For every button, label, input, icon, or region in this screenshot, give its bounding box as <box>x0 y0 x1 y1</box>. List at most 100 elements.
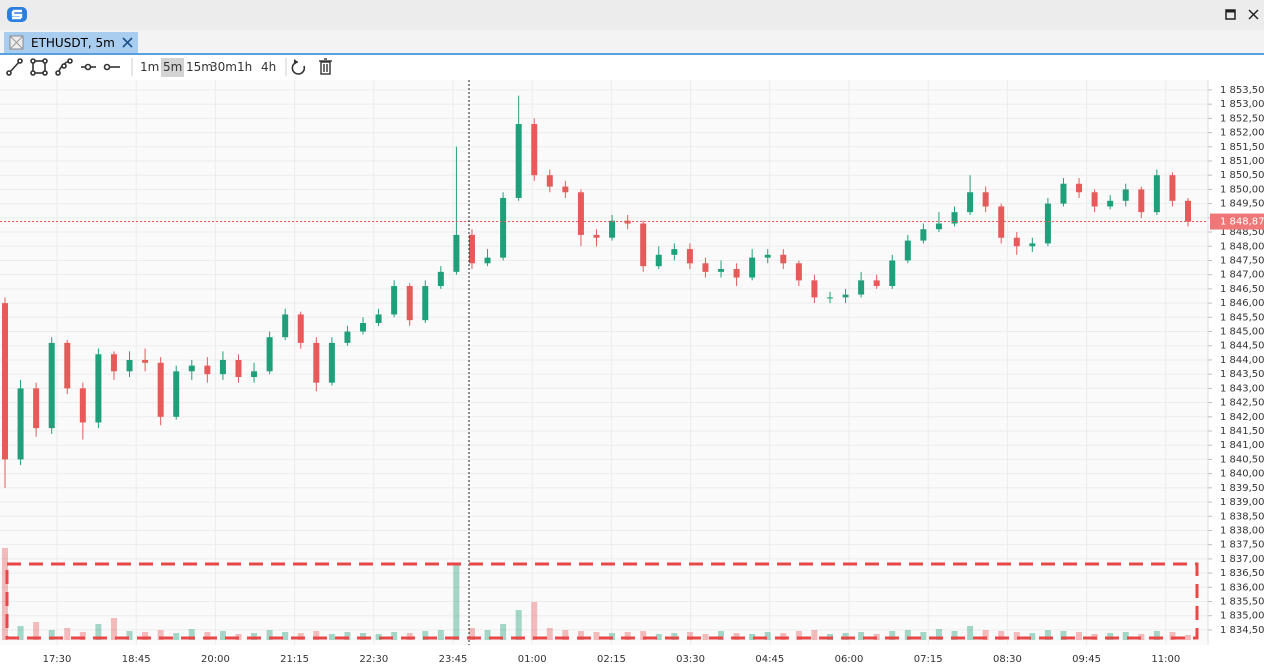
x-tick-label: 01:00 <box>518 654 547 665</box>
volume-bar <box>344 632 351 640</box>
y-tick-label: 1 841,00 <box>1220 440 1264 451</box>
delete-button[interactable] <box>319 58 332 75</box>
x-tick-label: 02:15 <box>597 654 626 665</box>
candle-body <box>79 388 86 423</box>
tab-close[interactable] <box>122 37 134 49</box>
candle-body <box>95 354 102 423</box>
candle-body <box>110 354 117 372</box>
last-price-badge <box>1210 213 1264 230</box>
candle-body <box>1138 189 1145 213</box>
y-tick-label: 1 851,00 <box>1220 156 1264 167</box>
ray-tool[interactable] <box>103 63 120 71</box>
volume-bar <box>811 630 818 640</box>
volume-bar <box>95 624 102 640</box>
candle-body <box>795 263 802 281</box>
volume-bar <box>1044 630 1051 640</box>
maximize-button[interactable] <box>1224 8 1238 22</box>
volume-bar <box>17 626 24 640</box>
x-tick-label: 04:45 <box>755 654 784 665</box>
volume-bar <box>48 630 55 640</box>
candle-body <box>1044 203 1051 244</box>
y-tick-label: 1 851,50 <box>1220 142 1264 153</box>
volume-bar <box>562 630 569 640</box>
candle-body <box>811 280 818 298</box>
refresh-button[interactable] <box>291 59 306 75</box>
y-tick-label: 1 843,50 <box>1220 369 1264 380</box>
candle-body <box>360 322 367 332</box>
timeframe-button[interactable]: 1m <box>140 60 160 74</box>
volume-bar <box>718 631 725 640</box>
timeframe-button[interactable]: 15m <box>186 60 213 74</box>
volume-bar <box>702 634 709 640</box>
volume-bar <box>375 634 382 640</box>
volume-bar <box>126 631 133 640</box>
rectangle-tool[interactable] <box>30 58 48 76</box>
volume-bar <box>577 631 584 640</box>
segment-tool[interactable] <box>81 63 96 71</box>
x-tick-label: 20:00 <box>201 654 230 665</box>
volume-bar <box>110 618 117 640</box>
y-tick-label: 1 836,00 <box>1220 582 1264 593</box>
candle-body <box>702 263 709 272</box>
volume-bar <box>764 632 771 640</box>
close-window-button[interactable] <box>1247 8 1261 22</box>
candle-body <box>1153 175 1160 213</box>
line-tool[interactable] <box>6 58 23 76</box>
candle-body <box>562 186 569 193</box>
candle-body <box>1169 175 1176 201</box>
candle-body <box>1060 183 1067 204</box>
x-tick-label: 17:30 <box>43 654 72 665</box>
volume-bar <box>640 631 647 640</box>
candle-body <box>157 362 164 417</box>
volume-bar <box>904 630 911 640</box>
x-tick-label: 07:15 <box>914 654 943 665</box>
volume-bar <box>1122 632 1129 640</box>
candle-body <box>515 124 522 198</box>
chart-tab[interactable]: ETHUSDT, 5m <box>4 32 138 53</box>
volume-bar <box>982 630 989 640</box>
candle-body <box>375 314 382 323</box>
y-tick-label: 1 836,50 <box>1220 568 1264 579</box>
x-tick-label: 08:30 <box>993 654 1022 665</box>
volume-bar <box>858 632 865 640</box>
candle-body <box>204 365 211 375</box>
candle-body <box>313 342 320 383</box>
volume-bar <box>1013 632 1020 640</box>
volume-bar <box>437 630 444 640</box>
candle-body <box>546 175 553 187</box>
candle-body <box>624 220 631 224</box>
volume-bar <box>500 624 507 640</box>
candle-body <box>733 268 740 278</box>
candle-body <box>453 234 460 272</box>
timeframe-button[interactable]: 4h <box>261 60 277 74</box>
timeframe-button[interactable]: 30m <box>210 60 237 74</box>
volume-bar <box>1076 632 1083 640</box>
volume-bar <box>967 626 974 640</box>
y-tick-label: 1 840,50 <box>1220 454 1264 465</box>
candle-body <box>577 192 584 235</box>
volume-bar <box>173 633 180 640</box>
curve-tool[interactable] <box>55 58 73 76</box>
y-tick-label: 1 852,00 <box>1220 128 1264 139</box>
candle-body <box>297 314 304 343</box>
x-tick-label: 23:45 <box>439 654 468 665</box>
candle-body <box>873 280 880 287</box>
candle-body <box>282 314 289 338</box>
volume-bar <box>1185 635 1191 640</box>
volume-bar <box>686 632 693 640</box>
candle-body <box>391 286 398 315</box>
y-tick-label: 1 839,00 <box>1220 497 1264 508</box>
y-tick-label: 1 850,50 <box>1220 170 1264 181</box>
timeframe-button[interactable]: 1h <box>237 60 253 74</box>
candle-body <box>142 359 149 363</box>
candle-body <box>531 124 538 176</box>
volume-bar <box>282 632 289 640</box>
plot-area <box>0 80 1208 645</box>
volume-bar <box>422 631 429 640</box>
volume-bar <box>749 634 756 640</box>
volume-bar <box>531 602 538 640</box>
timeframe-button[interactable]: 5m <box>161 58 185 77</box>
y-tick-label: 1 850,00 <box>1220 184 1264 195</box>
y-tick-label: 1 846,00 <box>1220 298 1264 309</box>
logo <box>7 7 27 22</box>
